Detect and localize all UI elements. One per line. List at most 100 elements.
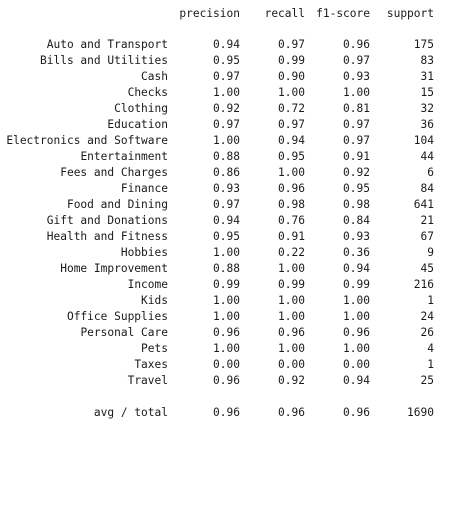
summary-label: avg / total: [93, 406, 168, 419]
row-recall: 0.91: [278, 230, 305, 243]
table-row: Travel 0.96 0.92 0.94 25: [0, 373, 467, 389]
row-f1-score: 0.98: [343, 198, 370, 211]
row-precision: 0.95: [213, 230, 240, 243]
row-f1-score: 0.93: [343, 70, 370, 83]
row-precision: 0.95: [213, 54, 240, 67]
row-support: 4: [427, 342, 434, 355]
table-row: Gift and Donations 0.94 0.76 0.84 21: [0, 213, 467, 229]
row-precision: 0.86: [213, 166, 240, 179]
row-support: 216: [413, 278, 434, 291]
table-row: Cash 0.97 0.90 0.93 31: [0, 69, 467, 85]
row-recall: 1.00: [278, 86, 305, 99]
row-f1-score: 1.00: [343, 342, 370, 355]
row-label: Income: [127, 278, 168, 291]
row-f1-score: 0.91: [343, 150, 370, 163]
row-recall: 0.98: [278, 198, 305, 211]
table-row: Food and Dining 0.97 0.98 0.98 641: [0, 197, 467, 213]
row-label: Checks: [127, 86, 168, 99]
row-label: Bills and Utilities: [40, 54, 168, 67]
row-recall: 0.99: [278, 54, 305, 67]
row-recall: 1.00: [278, 262, 305, 275]
classification-report: precision recall f1-score support Auto a…: [0, 6, 467, 421]
row-recall: 0.94: [278, 134, 305, 147]
table-row: Pets 1.00 1.00 1.00 4: [0, 341, 467, 357]
row-recall: 1.00: [278, 342, 305, 355]
row-f1-score: 0.97: [343, 134, 370, 147]
row-precision: 1.00: [213, 86, 240, 99]
row-label: Clothing: [114, 102, 168, 115]
row-recall: 0.96: [278, 182, 305, 195]
table-row: Electronics and Software 1.00 0.94 0.97 104: [0, 133, 467, 149]
row-label: Electronics and Software: [6, 134, 168, 147]
table-row: Checks 1.00 1.00 1.00 15: [0, 85, 467, 101]
row-recall: 0.76: [278, 214, 305, 227]
header-row: precision recall f1-score support: [0, 6, 467, 22]
row-support: 104: [413, 134, 434, 147]
row-label: Entertainment: [80, 150, 168, 163]
table-row: Hobbies 1.00 0.22 0.36 9: [0, 245, 467, 261]
row-f1-score: 0.99: [343, 278, 370, 291]
row-recall: 0.92: [278, 374, 305, 387]
row-label: Office Supplies: [66, 310, 168, 323]
row-recall: 0.96: [278, 326, 305, 339]
summary-recall: 0.96: [278, 406, 305, 419]
row-label: Food and Dining: [66, 198, 168, 211]
table-row: Entertainment 0.88 0.95 0.91 44: [0, 149, 467, 165]
table-row: Income 0.99 0.99 0.99 216: [0, 277, 467, 293]
row-f1-score: 0.93: [343, 230, 370, 243]
row-recall: 0.97: [278, 118, 305, 131]
row-label: Finance: [120, 182, 168, 195]
row-f1-score: 0.96: [343, 326, 370, 339]
row-recall: 0.90: [278, 70, 305, 83]
row-label: Home Improvement: [60, 262, 168, 275]
row-f1-score: 0.84: [343, 214, 370, 227]
row-support: 44: [420, 150, 434, 163]
report-rows: Auto and Transport 0.94 0.97 0.96 175 Bills a…: [0, 37, 467, 389]
row-f1-score: 1.00: [343, 310, 370, 323]
row-label: Auto and Transport: [46, 38, 168, 51]
row-precision: 0.94: [213, 38, 240, 51]
row-support: 83: [420, 54, 434, 67]
row-f1-score: 0.95: [343, 182, 370, 195]
row-precision: 1.00: [213, 246, 240, 259]
row-precision: 0.88: [213, 150, 240, 163]
row-support: 1: [427, 358, 434, 371]
row-f1-score: 0.81: [343, 102, 370, 115]
row-recall: 1.00: [278, 294, 305, 307]
row-support: 36: [420, 118, 434, 131]
row-precision: 1.00: [213, 294, 240, 307]
row-support: 641: [413, 198, 434, 211]
row-precision: 1.00: [213, 310, 240, 323]
header-spacer: [0, 22, 467, 37]
row-recall: 0.95: [278, 150, 305, 163]
row-label: Hobbies: [120, 246, 168, 259]
row-recall: 1.00: [278, 310, 305, 323]
summary-support: 1690: [407, 406, 434, 419]
table-row: Clothing 0.92 0.72 0.81 32: [0, 101, 467, 117]
row-label: Health and Fitness: [46, 230, 168, 243]
row-support: 45: [420, 262, 434, 275]
row-precision: 0.96: [213, 374, 240, 387]
row-support: 6: [427, 166, 434, 179]
row-f1-score: 0.36: [343, 246, 370, 259]
row-recall: 0.99: [278, 278, 305, 291]
row-precision: 0.97: [213, 118, 240, 131]
row-label: Kids: [141, 294, 168, 307]
table-row: Auto and Transport 0.94 0.97 0.96 175: [0, 37, 467, 53]
row-label: Taxes: [134, 358, 168, 371]
row-f1-score: 0.97: [343, 54, 370, 67]
row-precision: 0.00: [213, 358, 240, 371]
row-f1-score: 0.00: [343, 358, 370, 371]
summary-precision: 0.96: [213, 406, 240, 419]
table-row: Health and Fitness 0.95 0.91 0.93 67: [0, 229, 467, 245]
row-support: 9: [427, 246, 434, 259]
row-f1-score: 0.96: [343, 38, 370, 51]
row-support: 31: [420, 70, 434, 83]
summary-spacer: [0, 389, 467, 405]
row-label: Gift and Donations: [46, 214, 168, 227]
header-support: support: [386, 7, 434, 20]
row-recall: 0.72: [278, 102, 305, 115]
header-recall: recall: [264, 7, 305, 20]
row-f1-score: 0.92: [343, 166, 370, 179]
summary-row: avg / total 0.96 0.96 0.96 1690: [0, 405, 467, 421]
